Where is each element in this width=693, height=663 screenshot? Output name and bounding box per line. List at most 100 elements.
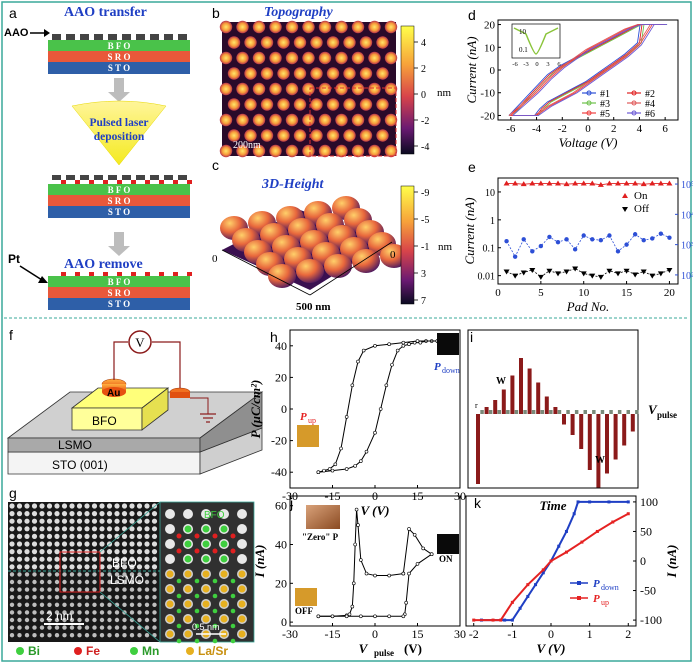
legend-label: #2 [645, 89, 655, 100]
y-right-axis-label: RH/RL ratio [691, 201, 693, 261]
lasr-atom [166, 570, 174, 578]
atom [122, 625, 127, 630]
atom [54, 595, 60, 600]
atom [69, 556, 75, 562]
layer-stack-2: B F OS R OS T O [48, 175, 192, 218]
atom [121, 541, 128, 547]
iv-point [541, 568, 545, 572]
legend-on-label: On [634, 190, 648, 202]
inset-atom [165, 554, 175, 564]
atom [9, 503, 15, 509]
ip-point [415, 562, 420, 566]
topo-dot [244, 129, 257, 142]
on-point [503, 180, 510, 186]
ip-point [373, 614, 377, 619]
atom [62, 595, 67, 600]
atom [77, 633, 82, 638]
atom [151, 518, 158, 524]
topo-dot [343, 36, 356, 49]
atom [84, 564, 90, 570]
atom [24, 541, 30, 547]
pt-arrow [19, 265, 43, 281]
pulse-bar [484, 407, 489, 414]
pulse-bar [536, 382, 541, 414]
atom [107, 602, 112, 607]
panel-a: a AAO transfer AAO B F OS R OS T O Pulse… [4, 5, 192, 310]
atom [9, 510, 15, 517]
ratio-point [632, 232, 638, 237]
atom [84, 556, 90, 562]
atom [152, 633, 157, 638]
atom [152, 602, 157, 607]
ip-point [359, 614, 363, 619]
ratio-point [564, 237, 569, 242]
pt-label: Pt [8, 252, 20, 266]
atom [54, 564, 60, 570]
atom [137, 587, 142, 592]
atom [84, 625, 90, 630]
atom [136, 549, 143, 555]
atom [114, 541, 120, 547]
lsmo-side [199, 391, 263, 453]
on-point [666, 180, 673, 186]
fe-atom [212, 533, 218, 539]
atom [122, 579, 127, 585]
atom [136, 564, 143, 570]
aao-pad [150, 175, 159, 180]
on-point [640, 181, 647, 187]
atom [84, 595, 90, 600]
lasr-atom [166, 630, 174, 638]
atom [92, 587, 97, 592]
read-pulse [635, 410, 639, 414]
lasr-atom [202, 600, 210, 608]
ip-point [359, 558, 363, 562]
x-tick-label: 0 [372, 627, 378, 641]
read-pulse [488, 410, 493, 414]
x-axis-label: Voltage (V) [559, 135, 618, 150]
pup-label: P [300, 411, 307, 423]
off-point [572, 266, 579, 272]
topo-dot [326, 98, 340, 111]
atom [99, 564, 105, 570]
atom [99, 533, 105, 540]
mn-atom [230, 593, 236, 599]
off-point [520, 270, 527, 276]
atom [84, 518, 90, 524]
inset-atom [237, 509, 247, 519]
inset-atom [165, 509, 175, 519]
y-axis-label: I (nA) [664, 545, 679, 579]
iv-point [541, 571, 545, 575]
off-image [295, 588, 317, 606]
scalebar-inset-label: 0.5 nm [192, 622, 220, 632]
iv-point [626, 500, 630, 504]
pt-dot [131, 180, 136, 184]
off-point [580, 271, 587, 277]
atom [24, 633, 30, 638]
topo-dot [384, 113, 398, 127]
y-tick-label: 0 [490, 65, 496, 77]
topo-dot [252, 51, 266, 65]
atom [84, 610, 90, 615]
on-point [649, 180, 656, 186]
atom [17, 579, 22, 585]
pulse-bar [501, 389, 506, 414]
legend-marker [586, 110, 592, 116]
atom [69, 579, 75, 585]
atom [144, 510, 150, 517]
pe-point [373, 430, 377, 435]
bfo-layer-label: B F O [108, 41, 131, 51]
atom [9, 633, 15, 638]
ratio-point [547, 234, 552, 240]
topo-dot [277, 98, 290, 111]
atom [62, 587, 67, 592]
aao-pad [52, 175, 61, 180]
off-point [666, 267, 673, 273]
topo-dot [252, 20, 266, 34]
atom [137, 633, 142, 638]
atom [99, 526, 105, 532]
atom [122, 617, 127, 623]
atom [114, 595, 120, 600]
y-tick-label: 0 [640, 554, 646, 568]
atom [91, 526, 98, 532]
legend-off-marker [622, 207, 628, 212]
